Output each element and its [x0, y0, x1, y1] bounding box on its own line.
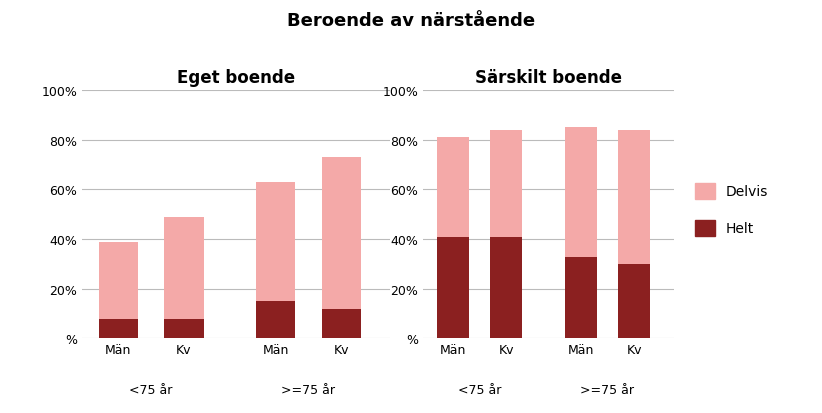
Legend: Delvis, Helt: Delvis, Helt	[691, 179, 773, 240]
Bar	[565, 257, 597, 339]
Text: >=75 år: >=75 år	[281, 383, 335, 396]
Text: <75 år: <75 år	[458, 383, 501, 396]
Bar	[164, 319, 204, 339]
Bar	[436, 237, 469, 339]
Bar	[321, 158, 361, 309]
Bar	[436, 138, 469, 237]
Bar	[618, 131, 650, 264]
Bar	[256, 301, 295, 339]
Bar	[256, 183, 295, 301]
Text: <75 år: <75 år	[129, 383, 173, 396]
Bar	[99, 242, 138, 319]
Text: Eget boende: Eget boende	[178, 69, 295, 87]
Bar	[490, 131, 522, 237]
Text: Särskilt boende: Särskilt boende	[475, 69, 622, 87]
Bar	[99, 319, 138, 339]
Text: Beroende av närstående: Beroende av närstående	[287, 12, 535, 30]
Bar	[164, 217, 204, 319]
Bar	[321, 309, 361, 339]
Text: >=75 år: >=75 år	[580, 383, 635, 396]
Bar	[490, 237, 522, 339]
Bar	[618, 264, 650, 339]
Bar	[565, 128, 597, 257]
